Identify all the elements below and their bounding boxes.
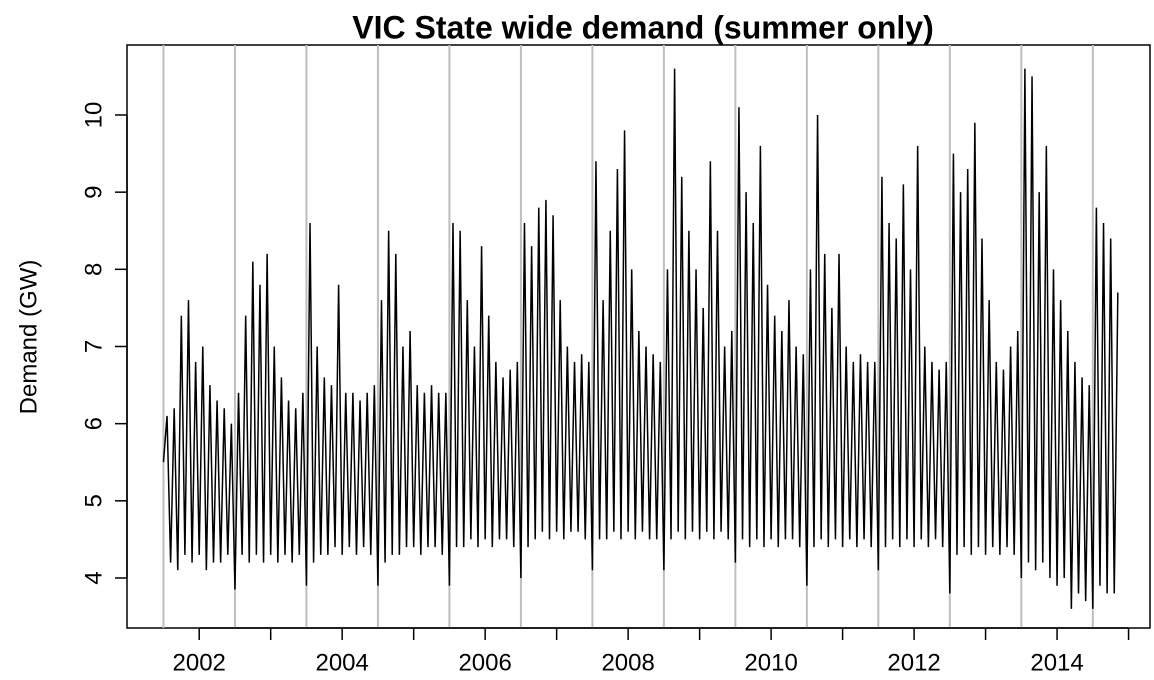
- chart-title: VIC State wide demand (summer only): [352, 9, 933, 45]
- y-tick-label: 4: [80, 571, 107, 584]
- y-tick-label: 5: [80, 494, 107, 507]
- y-tick-label: 7: [80, 340, 107, 353]
- demand-line: [162, 68, 1119, 609]
- x-tick-label: 2014: [1030, 649, 1083, 676]
- x-tick-label: 2008: [601, 649, 654, 676]
- x-tick-label: 2002: [173, 649, 226, 676]
- x-tick-label: 2012: [887, 649, 940, 676]
- y-tick-label: 9: [80, 185, 107, 198]
- y-tick-label: 6: [80, 417, 107, 430]
- x-tick-label: 2004: [315, 649, 368, 676]
- y-tick-label: 8: [80, 263, 107, 276]
- x-tick-label: 2006: [458, 649, 511, 676]
- y-axis-label: Demand (GW): [15, 260, 42, 415]
- y-tick-label: 10: [80, 102, 107, 129]
- x-tick-label: 2010: [744, 649, 797, 676]
